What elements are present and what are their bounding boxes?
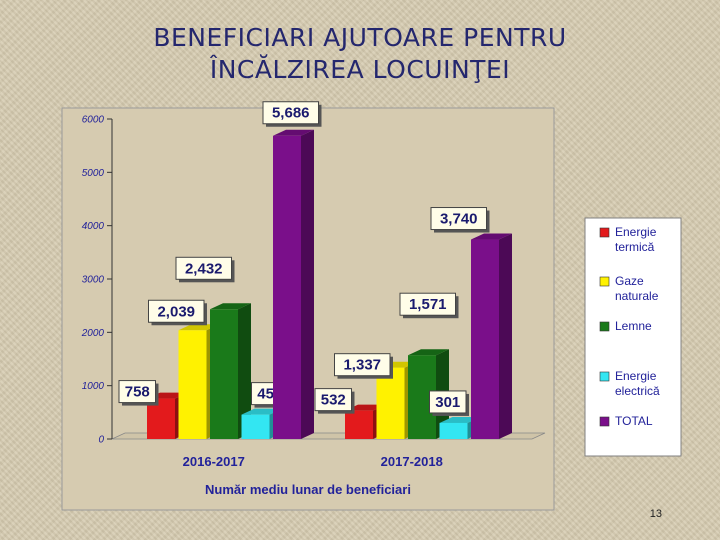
data-label-box xyxy=(334,353,391,377)
y-tick-label: 4000 xyxy=(82,221,105,232)
x-tick-label: 2017-2018 xyxy=(381,454,443,469)
bar-top xyxy=(210,303,251,310)
bar-side xyxy=(238,303,251,439)
bar xyxy=(471,239,499,439)
bar-top xyxy=(345,404,386,411)
legend-swatch xyxy=(599,371,610,382)
bar-top xyxy=(471,233,512,240)
bar-top xyxy=(439,416,481,423)
x-tick-label: 2016-2017 xyxy=(183,454,245,469)
bar-top xyxy=(273,129,314,136)
y-tick-label: 0 xyxy=(98,435,104,446)
data-label: 1,571 xyxy=(409,296,447,313)
bar xyxy=(439,422,468,439)
y-tick-label: 6000 xyxy=(82,115,105,126)
y-tick-label: 1000 xyxy=(82,381,105,392)
plot-layer: 01000200030004000500060007582,0392,43245… xyxy=(81,101,546,469)
bar xyxy=(241,414,270,439)
data-label: 1,337 xyxy=(343,357,381,374)
legend-swatch xyxy=(599,227,610,238)
data-label-box xyxy=(118,380,156,404)
data-label-box xyxy=(399,292,456,316)
legend-label: Energie termică xyxy=(615,225,657,254)
bar xyxy=(345,410,373,439)
legend-swatch xyxy=(599,416,610,427)
x-axis-title: Număr mediu lunar de beneficiari xyxy=(205,482,411,497)
bar-top xyxy=(241,408,283,415)
data-label: 758 xyxy=(125,384,150,401)
data-label: 2,039 xyxy=(157,303,195,320)
data-label-box xyxy=(429,390,467,414)
bar-top xyxy=(408,349,449,356)
bar xyxy=(178,330,207,439)
legend-swatch xyxy=(599,276,610,287)
y-tick-label: 5000 xyxy=(82,168,105,179)
data-label: 532 xyxy=(321,392,346,409)
slide-title: BENEFICIARI AJUTOARE PENTRU ÎNCĂLZIREA L… xyxy=(40,22,680,86)
data-label-box xyxy=(430,207,487,231)
slide-title-line-1: BENEFICIARI AJUTOARE PENTRU xyxy=(153,23,567,52)
bar xyxy=(273,135,301,439)
bar-top xyxy=(178,324,220,331)
y-tick-label: 2000 xyxy=(81,328,105,339)
page-number: 13 xyxy=(649,508,662,520)
data-label: 3,740 xyxy=(440,211,478,228)
legend-swatch xyxy=(599,321,610,332)
legend: Energie termică Gaze naturale Lemne Energie el… xyxy=(599,225,660,428)
bar xyxy=(210,309,238,439)
bar-side xyxy=(301,129,314,439)
data-label: 5,686 xyxy=(272,105,310,122)
legend-label: TOTAL xyxy=(615,414,653,428)
y-tick-label: 3000 xyxy=(82,275,105,286)
legend-label: Gaze naturale xyxy=(615,274,659,303)
data-label-box xyxy=(314,388,352,412)
data-label-box xyxy=(175,256,232,280)
data-label-box xyxy=(262,101,319,125)
data-label-box xyxy=(148,299,205,323)
bar-side xyxy=(499,233,512,439)
legend-label: Energie electrică xyxy=(615,369,660,398)
legend-box xyxy=(584,217,682,457)
bar xyxy=(376,367,405,439)
data-label: 2,432 xyxy=(185,260,223,277)
legend-label: Lemne xyxy=(615,319,652,333)
data-label: 301 xyxy=(435,394,460,411)
slide-title-line-2: ÎNCĂLZIREA LOCUINŢEI xyxy=(209,55,511,84)
